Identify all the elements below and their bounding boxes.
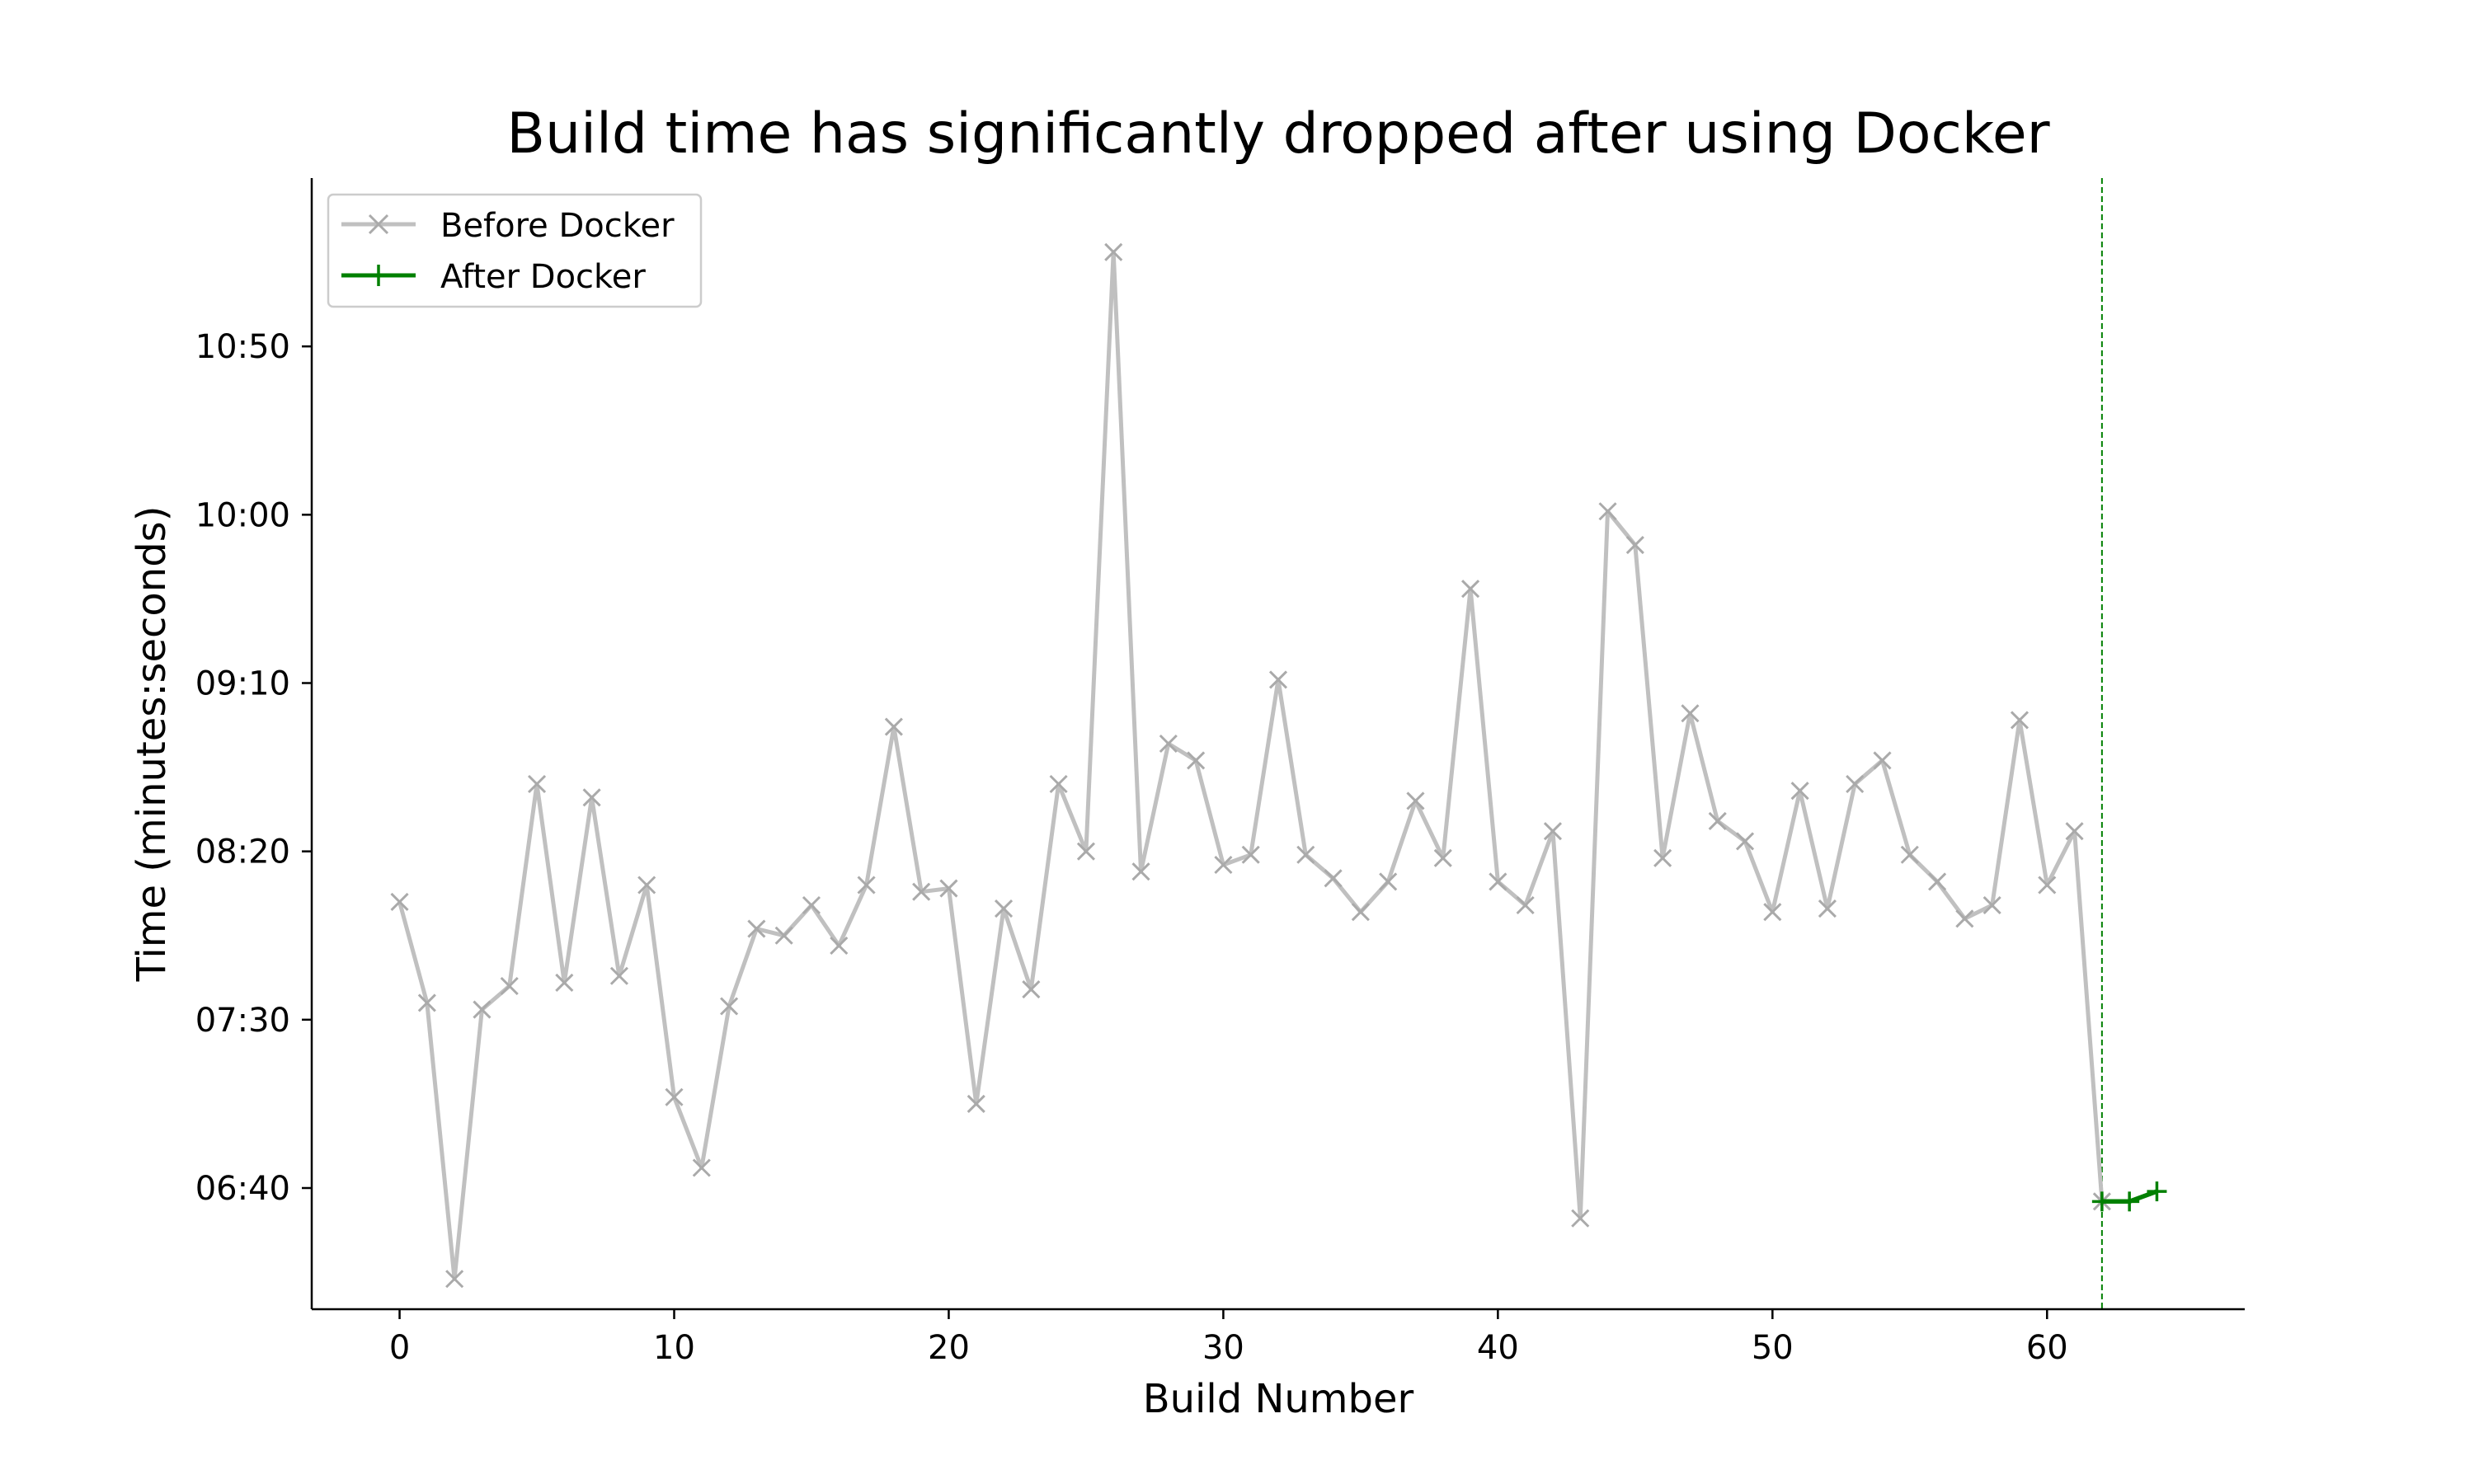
series-line-before-docker (397, 250, 2105, 1281)
data-point-before-docker (747, 919, 766, 938)
data-point-after-docker (2119, 1191, 2140, 1212)
data-point-before-docker (1406, 791, 1425, 810)
data-point-before-docker (692, 1158, 711, 1177)
x-tick-label: 10 (653, 1329, 695, 1367)
legend-marker-after-docker (368, 265, 389, 286)
data-point-before-docker (555, 973, 574, 992)
data-point-before-docker (500, 976, 519, 996)
data-point-before-docker (637, 876, 656, 895)
data-point-after-docker (2091, 1191, 2112, 1212)
data-point-before-docker (1955, 909, 1974, 928)
chart-title: Build time has significantly dropped aft… (506, 101, 2049, 167)
data-point-before-docker (1022, 980, 1041, 999)
data-point-before-docker (665, 1087, 684, 1106)
data-point-before-docker (390, 892, 409, 911)
data-point-before-docker (2038, 876, 2057, 895)
data-point-before-docker (1653, 848, 1672, 867)
data-point-before-docker (1928, 872, 1947, 891)
data-point-before-docker (1516, 895, 1535, 915)
x-tick-label: 20 (928, 1329, 970, 1367)
y-tick-label: 08:20 (195, 834, 290, 871)
data-point-before-docker (1625, 536, 1644, 555)
data-point-before-docker (1763, 903, 1782, 922)
data-point-before-docker (582, 788, 601, 807)
data-point-before-docker (774, 926, 793, 945)
x-tick-label: 60 (2026, 1329, 2068, 1367)
data-point-after-docker (2147, 1181, 2167, 1202)
y-tick-label: 06:40 (195, 1170, 290, 1208)
data-point-before-docker (417, 993, 436, 1012)
data-point-before-docker (1708, 811, 1727, 830)
data-point-before-docker (967, 1094, 985, 1113)
data-point-before-docker (473, 1000, 492, 1019)
data-point-before-docker (1571, 1209, 1590, 1228)
data-point-before-docker (1598, 502, 1617, 521)
data-point-before-docker (527, 774, 547, 794)
data-point-before-docker (1982, 895, 2001, 915)
data-point-before-docker (1296, 845, 1315, 864)
y-axis-ticks: 06:40 07:30 08:20 09:10 10:00 10:50 (195, 328, 312, 1208)
data-point-before-docker (1187, 751, 1206, 770)
data-point-before-docker (1900, 845, 1919, 864)
data-point-before-docker (1681, 704, 1700, 723)
data-point-before-docker (1159, 734, 1178, 754)
data-point-before-docker (1489, 872, 1507, 891)
legend: Before Docker After Docker (327, 193, 703, 308)
data-point-before-docker (1351, 903, 1370, 922)
legend-label-before-docker: Before Docker (440, 207, 675, 245)
y-tick-label: 10:00 (195, 496, 290, 534)
data-point-before-docker (857, 876, 876, 895)
legend-label-after-docker: After Docker (440, 258, 646, 296)
x-tick-label: 30 (1202, 1329, 1244, 1367)
data-point-before-docker (1104, 242, 1123, 261)
x-tick-label: 50 (1752, 1329, 1794, 1367)
data-point-before-docker (2010, 711, 2030, 730)
data-point-before-docker (830, 936, 849, 956)
data-point-before-docker (1873, 751, 1892, 770)
data-point-before-docker (1735, 832, 1755, 851)
data-point-before-docker (912, 882, 931, 901)
data-point-before-docker (720, 997, 739, 1016)
data-point-before-docker (1076, 842, 1095, 861)
data-point-before-docker (1379, 872, 1398, 891)
y-tick-label: 10:50 (195, 328, 290, 366)
data-point-before-docker (994, 899, 1014, 918)
legend-marker-before-docker (368, 214, 389, 235)
data-point-before-docker (1818, 899, 1837, 918)
data-point-before-docker (1433, 848, 1452, 867)
data-point-before-docker (939, 879, 958, 898)
x-axis-label: Build Number (1143, 1376, 1414, 1422)
y-axis-label: Time (minutes:seconds) (129, 506, 175, 983)
legend-box (327, 193, 703, 308)
data-point-before-docker (884, 717, 903, 736)
data-point-before-docker (1131, 862, 1150, 881)
x-axis-ticks: 0 10 20 30 40 50 60 (389, 1309, 2068, 1367)
x-tick-label: 0 (389, 1329, 410, 1367)
plot-area (390, 178, 2167, 1309)
data-point-before-docker (1324, 869, 1343, 888)
y-tick-label: 07:30 (195, 1002, 290, 1040)
data-point-before-docker (445, 1270, 464, 1289)
y-tick-label: 09:10 (195, 665, 290, 703)
x-tick-label: 40 (1477, 1329, 1519, 1367)
data-point-before-docker (1268, 670, 1288, 689)
data-point-before-docker (802, 895, 821, 915)
data-point-before-docker (1214, 855, 1233, 875)
data-point-before-docker (1049, 774, 1068, 794)
data-point-before-docker (1461, 580, 1480, 599)
data-point-before-docker (609, 966, 628, 985)
data-point-before-docker (1543, 822, 1563, 841)
data-point-before-docker (2065, 822, 2084, 841)
data-point-before-docker (1790, 782, 1809, 801)
data-point-before-docker (1241, 845, 1260, 864)
data-point-before-docker (1846, 774, 1865, 794)
